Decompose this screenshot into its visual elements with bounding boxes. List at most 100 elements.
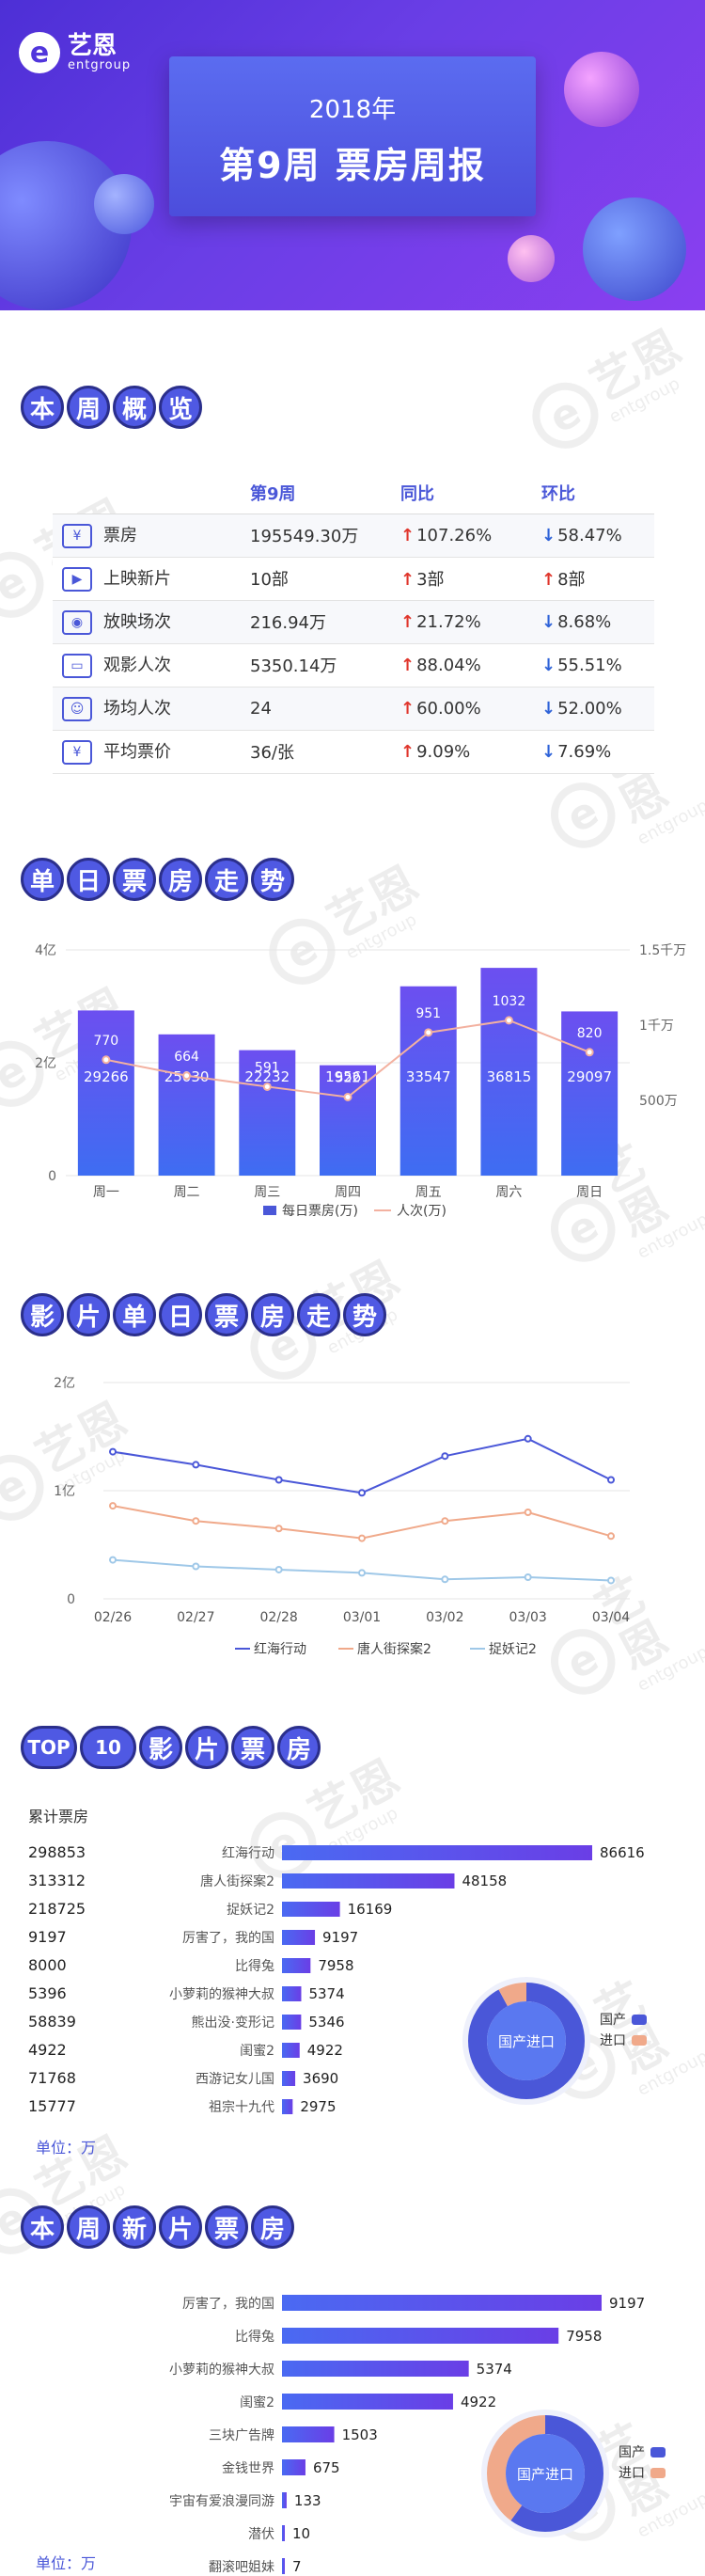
yoy-cell: ↑ 60.00% (400, 687, 541, 731)
bar-翻滚吧姐妹 (282, 2558, 285, 2574)
line-point (607, 1576, 615, 1585)
bar-value: 2975 (300, 2098, 336, 2115)
section-title-char: 单 (21, 858, 64, 901)
yoy-value: 88.04% (416, 655, 481, 675)
cumulative-value: 8000 (28, 1956, 67, 1974)
col-header: 环比 (541, 472, 654, 514)
yoy-cell: ↑ 107.26% (400, 514, 541, 558)
bar-label: 33547 (406, 1068, 451, 1085)
film-name: 比得兔 (235, 1958, 274, 1974)
x-tick: 02/27 (177, 1610, 214, 1625)
line-point (585, 1048, 594, 1057)
line-point (358, 1569, 366, 1577)
film-name: 祖宗十九代 (209, 2100, 274, 2115)
line-point (524, 1434, 532, 1443)
line-point (607, 1532, 615, 1541)
x-tick: 周三 (254, 1185, 280, 1200)
bar-label: 19561 (325, 1068, 370, 1085)
wow-cell: ↑ 8部 (541, 557, 654, 601)
bar-祖宗十九代 (282, 2099, 293, 2114)
bar-小萝莉的猴神大叔 (282, 2361, 469, 2377)
bar-value: 86616 (600, 1844, 645, 1861)
bar-value: 7 (292, 2558, 302, 2575)
section-title-char: 本 (21, 2205, 64, 2249)
film-name: 三块广告牌 (209, 2427, 274, 2443)
bar-value: 5346 (308, 2014, 344, 2031)
section-title-char: 览 (159, 386, 202, 429)
yoy-value: 107.26% (416, 525, 493, 545)
bar-value: 5374 (308, 1985, 344, 2002)
line-label: 770 (93, 1034, 118, 1049)
line-point (192, 1517, 200, 1525)
metric-value: 5350.14万 (250, 643, 400, 687)
wow-value: 55.51% (557, 655, 622, 675)
line-point (358, 1489, 366, 1497)
bar-周四 (320, 1065, 376, 1176)
metric-label: 场均人次 (103, 699, 171, 719)
section-title-char: 房 (251, 2205, 294, 2249)
arrow-up-icon: ↑ (400, 570, 415, 590)
metric-label: 放映场次 (103, 612, 171, 632)
bar-熊出没·变形记 (282, 2015, 302, 2030)
cumulative-value: 218725 (28, 1900, 86, 1918)
y-left-tick: 2亿 (35, 1056, 56, 1071)
line-point (262, 1082, 272, 1091)
section-title-char: 票 (113, 858, 156, 901)
section-title-char: 本 (21, 386, 64, 429)
camera-icon: ◉ (62, 610, 92, 635)
bar-value: 7958 (566, 2328, 602, 2345)
donut-center-label: 国产进口 (517, 2466, 573, 2483)
yoy-cell: ↑ 21.72% (400, 600, 541, 644)
film-name: 闺蜜2 (240, 2044, 274, 2059)
film-name: 金钱世界 (222, 2461, 274, 2476)
col-header (53, 472, 250, 514)
bar-value: 10 (292, 2525, 310, 2542)
line-point (109, 1556, 117, 1564)
donut-legend-swatch (650, 2468, 666, 2478)
brand-name: 艺恩 (68, 32, 118, 60)
arrow-up-icon: ↑ (400, 611, 415, 632)
y-left-tick: 0 (48, 1169, 56, 1184)
report-title: 第9周 票房周报 (219, 145, 486, 186)
section-title-char: 影 (21, 1293, 64, 1336)
legend-swatch-bar (263, 1206, 276, 1215)
overview-row: ¥ 票房 195549.30万 ↑ 107.26% ↓ 58.47% (53, 514, 654, 558)
section-title-char: 周 (67, 386, 110, 429)
bar-捉妖记2 (282, 1902, 340, 1917)
y-tick: 1亿 (54, 1484, 75, 1499)
overview-header-row: 第9周 同比 环比 (53, 472, 654, 514)
bar-红海行动 (282, 1845, 592, 1860)
bar-label: 22232 (244, 1068, 290, 1085)
bar-小萝莉的猴神大叔 (282, 1986, 302, 2001)
wow-value: 8.68% (557, 611, 612, 632)
yoy-cell: ↑ 3部 (400, 557, 541, 601)
line-label: 664 (174, 1050, 199, 1065)
wow-cell: ↓ 58.47% (541, 514, 654, 558)
arrow-down-icon: ↓ (541, 741, 556, 762)
wow-cell: ↓ 55.51% (541, 643, 654, 687)
arrow-down-icon: ↓ (541, 655, 556, 675)
section-title-char: 影 (139, 1726, 182, 1769)
donut-legend-swatch (632, 2015, 647, 2025)
line-point (424, 1028, 433, 1037)
bar-周二 (158, 1034, 215, 1176)
metric-value: 10部 (250, 557, 400, 601)
bar-value: 48158 (462, 1873, 507, 1889)
x-tick: 03/03 (509, 1610, 546, 1625)
report-year: 2018年 (308, 96, 397, 124)
section-title-char: 片 (159, 2205, 202, 2249)
section-title-char: 日 (159, 1293, 202, 1336)
x-tick: 02/28 (259, 1610, 297, 1625)
overview-row: ▭ 观影人次 5350.14万 ↑ 88.04% ↓ 55.51% (53, 643, 654, 687)
bar-金钱世界 (282, 2459, 306, 2475)
donut-legend-label: 进口 (619, 2466, 645, 2481)
film-name: 红海行动 (222, 1846, 274, 1861)
y-right-tick: 1.5千万 (639, 943, 686, 958)
cumulative-value: 15777 (28, 2097, 76, 2115)
section-title-char: 走 (297, 1293, 340, 1336)
line-point (192, 1562, 200, 1571)
donut-legend-swatch (632, 2035, 647, 2046)
bar-value: 5374 (477, 2361, 512, 2378)
arrow-up-icon: ↑ (400, 698, 415, 719)
cumulative-header: 累计票房 (28, 1808, 89, 1825)
